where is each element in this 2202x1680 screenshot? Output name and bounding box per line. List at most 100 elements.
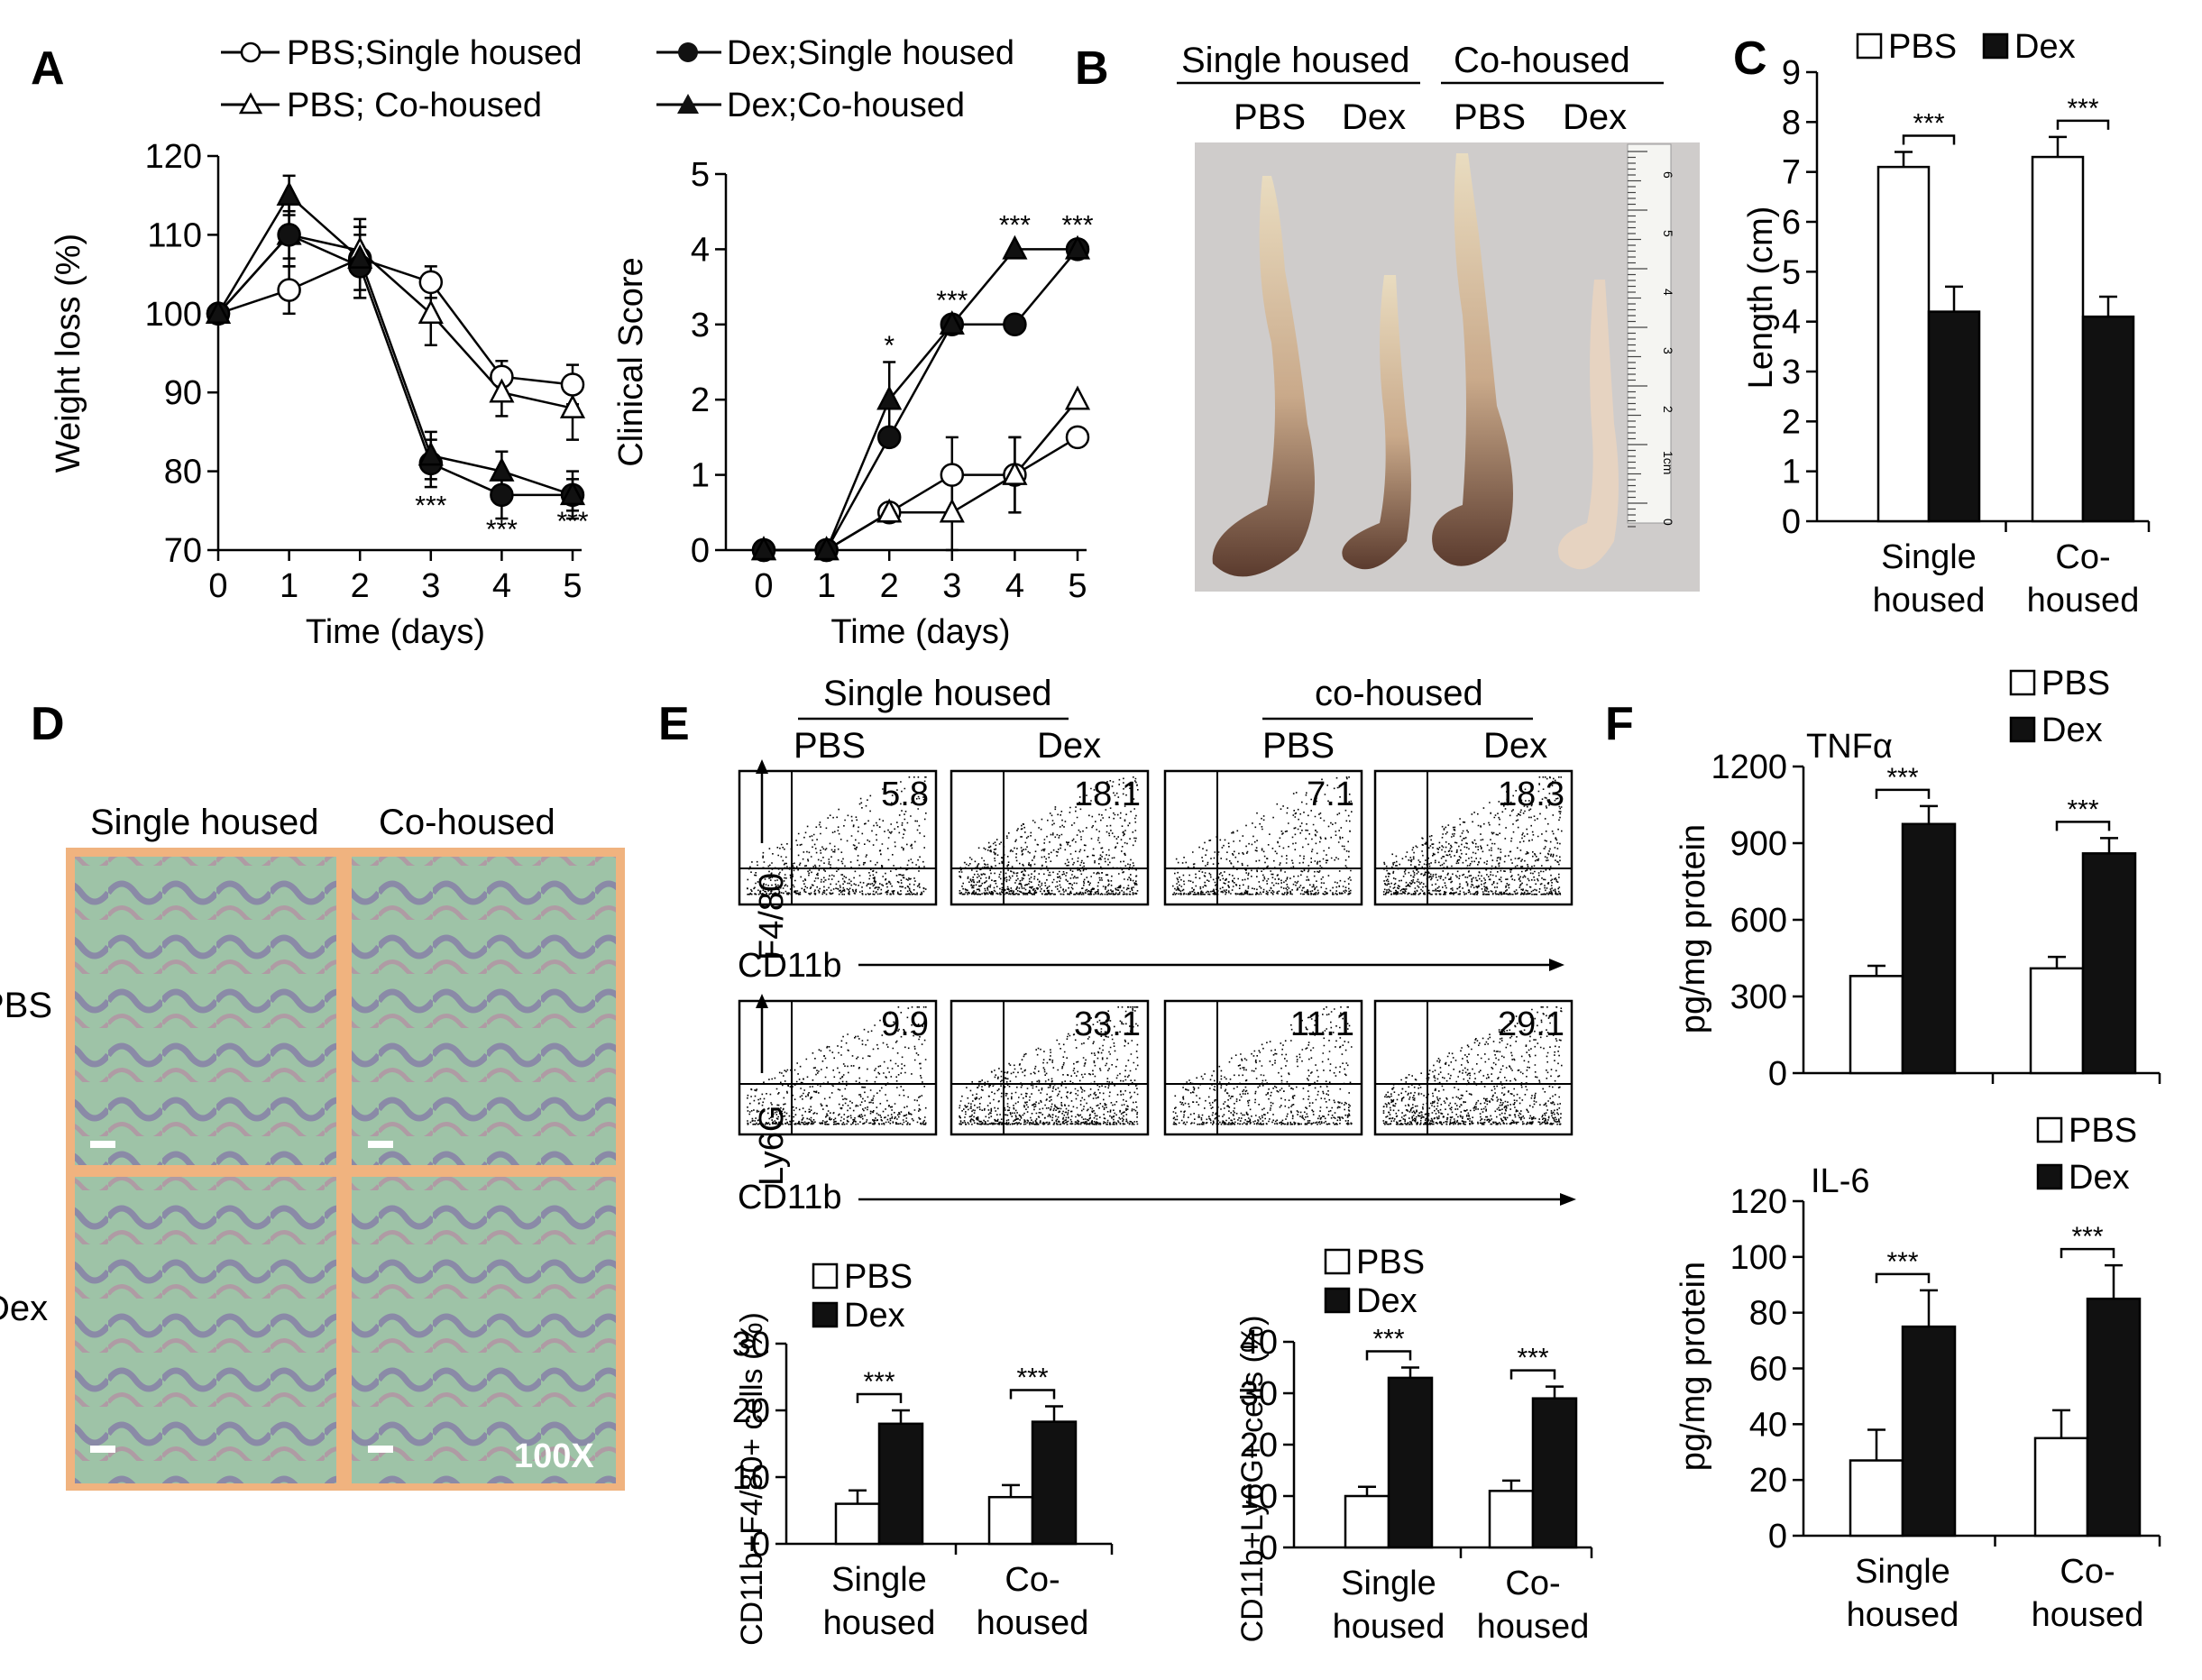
flow-gate-percentage: 18.3 xyxy=(1498,776,1564,813)
significance-bracket xyxy=(856,1392,903,1403)
ruler-label: 6 xyxy=(1661,171,1675,179)
chart-colon-length: 0 1 2 3 4 5 6 7 8 9 Length (cm) *** Single housed *** C… xyxy=(1742,28,2151,620)
significance-label: *** xyxy=(1372,1325,1404,1354)
x-tick-label: 2 xyxy=(351,567,370,605)
y-tick-label: 5 xyxy=(691,156,710,194)
x-tick-label: 0 xyxy=(754,567,773,605)
legend-label: Dex;Co-housed xyxy=(727,87,965,124)
significance-label: *** xyxy=(486,515,518,545)
data-point xyxy=(876,425,902,450)
x-tick-label: 1 xyxy=(817,567,836,605)
panel-E: Single housed co-housed PBS Dex PBS Dex … xyxy=(738,674,1576,1216)
legend-item-pbs-co: PBS; Co-housed xyxy=(221,87,542,124)
category-label: housed xyxy=(2032,1596,2144,1634)
y-tick-label: 900 xyxy=(1730,825,1787,863)
bar xyxy=(1849,975,1904,1075)
ruler-ticks xyxy=(1628,151,1647,528)
significance-bracket xyxy=(1009,1389,1056,1400)
bar xyxy=(1031,1420,1078,1546)
x-axis-label: Time (days) xyxy=(306,613,485,651)
flow-plot-frame xyxy=(1163,999,1363,1136)
chart-title: TNFα xyxy=(1806,728,1893,766)
legend-swatch xyxy=(812,1301,839,1328)
flow-events xyxy=(747,776,927,895)
category-label: Single xyxy=(831,1561,927,1599)
bar xyxy=(2081,315,2135,523)
header-dex: Dex xyxy=(1483,726,1547,766)
bar xyxy=(1488,1490,1535,1549)
y-tick-label: 1200 xyxy=(1711,748,1787,786)
legend-label: Dex xyxy=(2014,28,2076,66)
legend-label: PBS;Single housed xyxy=(287,34,582,72)
data-point xyxy=(876,385,903,410)
y-axis-label: Weight loss (%) xyxy=(50,234,87,473)
series-line xyxy=(764,248,1078,552)
y-axis-label: CD11b+Ly6G+ cells (%) xyxy=(1235,1316,1270,1643)
y-axis-label: Clinical Score xyxy=(612,257,650,466)
y-tick-label: 600 xyxy=(1730,902,1787,940)
x-tick-label: 2 xyxy=(880,567,899,605)
flow-gate-percentage: 29.1 xyxy=(1498,1005,1564,1043)
data-point xyxy=(1065,425,1090,450)
panel-label-C: C xyxy=(1733,32,1767,85)
legend-swatch xyxy=(812,1262,839,1290)
category-label: housed xyxy=(1873,582,1986,620)
header-single-housed: Single housed xyxy=(1181,41,1410,80)
ruler-label: 2 xyxy=(1661,406,1675,413)
significance-bracket xyxy=(1875,1272,1931,1283)
flow-gate-percentage: 9.9 xyxy=(881,1005,929,1043)
data-point xyxy=(1064,234,1091,260)
data-point xyxy=(1002,460,1028,485)
y-axis-label: CD11b+F4/80+ cells (%) xyxy=(735,1312,769,1646)
bar xyxy=(1344,1494,1390,1549)
y-tick-label: 10 xyxy=(1240,1478,1278,1516)
legend-swatch xyxy=(1324,1287,1351,1314)
bar xyxy=(2029,967,2085,1075)
category-label: housed xyxy=(977,1604,1089,1642)
y-tick-label: 30 xyxy=(732,1326,770,1363)
y-tick-label: 1 xyxy=(1782,454,1801,491)
series-line xyxy=(217,234,573,409)
bar xyxy=(1901,1325,1957,1538)
flow-gate-percentage: 5.8 xyxy=(881,776,929,813)
significance-bracket xyxy=(1365,1350,1412,1361)
flow-events xyxy=(747,1006,927,1125)
y-tick-label: 90 xyxy=(164,374,202,412)
chart-title: IL-6 xyxy=(1811,1162,1869,1200)
significance-label: *** xyxy=(1517,1344,1548,1373)
col-label-single-housed: Single housed xyxy=(90,803,319,842)
flow-axis-y-f480: F4/80 xyxy=(753,873,791,960)
flow-axis-x: CD11b xyxy=(738,1179,841,1216)
y-tick-label: 9 xyxy=(1782,54,1801,92)
category-label: Single xyxy=(1881,538,1977,576)
x-tick-label: 5 xyxy=(563,567,582,605)
bar xyxy=(2031,155,2085,523)
y-tick-label: 2 xyxy=(1782,403,1801,441)
flow-plot-frame xyxy=(1373,999,1574,1136)
y-tick-label: 60 xyxy=(1749,1351,1787,1389)
significance-label: *** xyxy=(556,507,588,537)
y-tick-label: 4 xyxy=(691,231,710,269)
legend-marker-open-triangle xyxy=(238,92,263,115)
bar xyxy=(1849,1459,1904,1538)
bar xyxy=(834,1502,881,1546)
legend-swatch xyxy=(2036,1163,2063,1190)
y-tick-label: 300 xyxy=(1730,978,1787,1016)
significance-bracket xyxy=(1875,788,1931,799)
data-point xyxy=(1003,312,1027,337)
legend-label: PBS xyxy=(2041,665,2110,702)
scale-bar xyxy=(368,1141,393,1148)
y-tick-label: 40 xyxy=(1749,1406,1787,1444)
category-label: Co- xyxy=(2060,1553,2115,1591)
header-dex: Dex xyxy=(1563,97,1627,137)
y-tick-label: 20 xyxy=(1240,1427,1278,1464)
category-label: housed xyxy=(1477,1608,1590,1646)
histology-pbs-co xyxy=(352,857,616,1165)
y-tick-label: 0 xyxy=(1768,1055,1787,1093)
flow-events xyxy=(1172,776,1353,895)
bar xyxy=(1927,310,1981,523)
ruler-label: 1cm xyxy=(1661,451,1675,474)
row-label-dex: Dex xyxy=(0,1289,48,1328)
